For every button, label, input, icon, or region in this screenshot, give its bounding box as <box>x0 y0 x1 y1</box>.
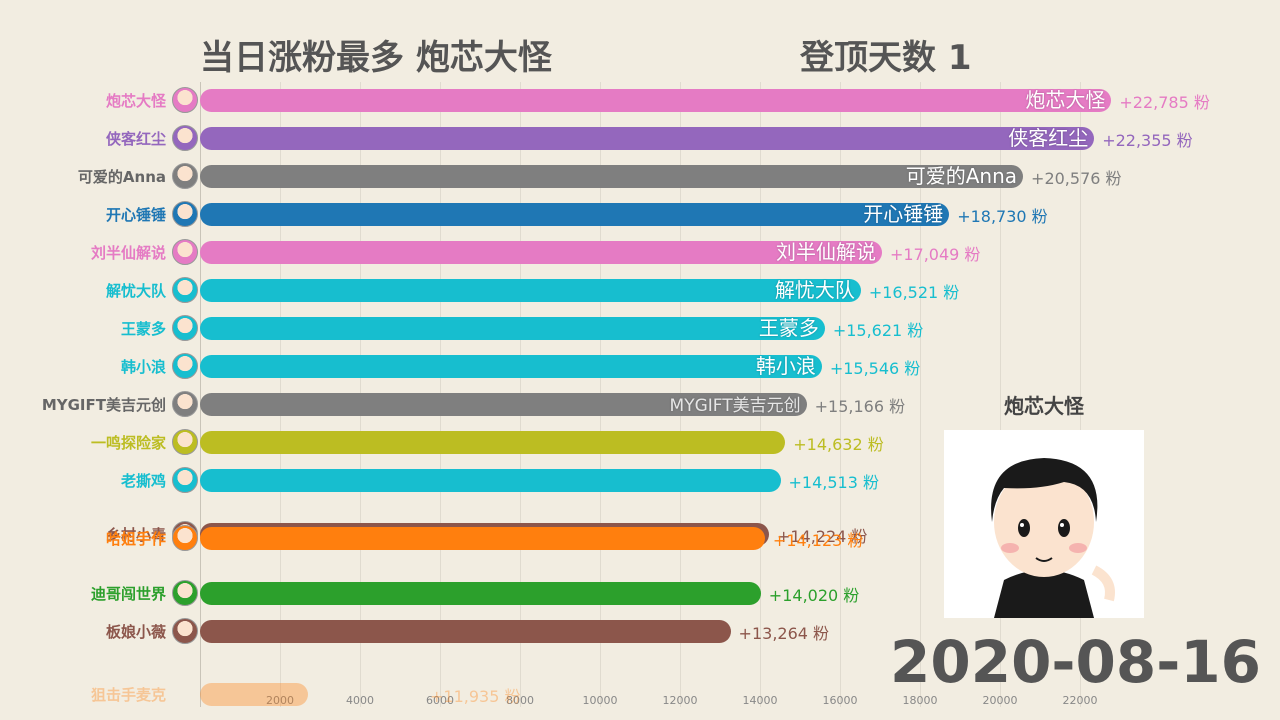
value-label: +14,224 粉 <box>776 527 868 546</box>
category-label: 老撕鸡 <box>120 472 166 490</box>
bar <box>200 203 950 226</box>
category-label: MYGIFT美吉元创 <box>41 396 166 414</box>
bar <box>200 683 308 706</box>
bar <box>200 393 807 416</box>
grid-line <box>1080 82 1081 707</box>
category-label: 狙击手麦克 <box>90 686 166 704</box>
value-label: +22,355 粉 <box>1102 131 1193 150</box>
bar <box>200 89 1112 112</box>
avatar-icon <box>172 580 198 606</box>
x-tick-label: 14000 <box>742 694 778 707</box>
bar <box>200 241 882 264</box>
value-label: +14,632 粉 <box>793 435 884 454</box>
value-label: +15,621 粉 <box>832 321 924 340</box>
bar <box>200 165 1024 188</box>
bar <box>200 431 786 454</box>
value-label: +15,166 粉 <box>814 397 906 416</box>
grid-line <box>1000 82 1001 707</box>
cartoon-boy-avatar-icon <box>991 458 1115 618</box>
grid-line <box>920 82 921 707</box>
bar <box>200 620 731 643</box>
avatar-icon <box>172 201 198 227</box>
avatar-icon <box>172 87 198 113</box>
x-tick-label: 20000 <box>982 694 1018 707</box>
value-label: +13,264 粉 <box>738 624 830 643</box>
category-label: 板娘小薇 <box>105 623 166 641</box>
avatar-icon <box>172 163 198 189</box>
chart-title: 当日涨粉最多 炮芯大怪 <box>200 38 552 78</box>
bar <box>200 127 1095 150</box>
bar-inner-label: 韩小浪 <box>755 354 816 378</box>
x-tick-label: 22000 <box>1062 694 1098 707</box>
avatar-icon <box>172 391 198 417</box>
avatar-icon <box>172 239 198 265</box>
value-label: +14,123 粉 <box>772 531 864 550</box>
value-label: +20,576 粉 <box>1031 169 1122 188</box>
bar-inner-label: 侠客红尘 <box>1008 126 1089 150</box>
bar <box>200 582 761 605</box>
bar-inner-label: MYGIFT美吉元创 <box>669 396 801 416</box>
avatar-icon <box>172 353 198 379</box>
value-label: +17,049 粉 <box>889 245 981 264</box>
y-axis-line <box>200 82 201 707</box>
x-tick-label: 16000 <box>822 694 858 707</box>
bar-inner-label: 解忧大队 <box>774 278 855 302</box>
x-tick-label: 4000 <box>346 694 374 707</box>
bar <box>200 469 781 492</box>
bar <box>200 355 822 378</box>
x-tick-label: 2000 <box>266 694 294 707</box>
x-tick-label: 6000 <box>426 694 454 707</box>
category-label: 刘半仙解说 <box>90 244 166 262</box>
leader-name: 炮芯大怪 <box>1004 394 1084 418</box>
bar-inner-label: 王蒙多 <box>758 316 819 340</box>
bar <box>200 317 825 340</box>
category-label: 炮芯大怪 <box>105 92 166 110</box>
bar-inner-label: 炮芯大怪 <box>1025 88 1106 112</box>
bar <box>200 527 765 550</box>
avatar-icon <box>172 277 198 303</box>
x-tick-label: 12000 <box>662 694 698 707</box>
avatar-icon <box>172 618 198 644</box>
x-tick-label: 8000 <box>506 694 534 707</box>
x-tick-label: 10000 <box>582 694 618 707</box>
avatar-icon <box>172 429 198 455</box>
category-label: 王蒙多 <box>120 320 166 338</box>
grid-line <box>840 82 841 707</box>
value-label: +15,546 粉 <box>829 359 921 378</box>
category-label: 迪哥闯世界 <box>90 585 166 603</box>
avatar-icon <box>172 467 198 493</box>
avatar-icon <box>172 125 198 151</box>
value-label: +14,020 粉 <box>768 586 860 605</box>
bar-inner-label: 可爱的Anna <box>905 164 1018 188</box>
category-label: 哈姐手作 <box>105 530 166 548</box>
value-label: +22,785 粉 <box>1119 93 1210 112</box>
value-label: +18,730 粉 <box>957 207 1048 226</box>
value-label: +11,935 粉 <box>430 687 521 706</box>
category-label: 可爱的Anna <box>77 168 166 186</box>
days-on-top-label: 登顶天数 1 <box>800 38 972 78</box>
avatar-icon <box>172 315 198 341</box>
date-label: 2020-08-16 <box>890 628 1261 696</box>
value-label: +14,513 粉 <box>788 473 879 492</box>
category-label: 侠客红尘 <box>105 130 166 148</box>
category-label: 开心锤锤 <box>105 206 166 224</box>
category-label: 乡村小青 <box>105 526 166 544</box>
avatar-icon <box>172 525 198 551</box>
category-label: 解忧大队 <box>105 282 166 300</box>
value-label: +16,521 粉 <box>868 283 960 302</box>
category-label: 韩小浪 <box>120 358 166 376</box>
x-tick-label: 18000 <box>902 694 938 707</box>
category-label: 一鸣探险家 <box>90 434 166 452</box>
leader-avatar-card <box>944 430 1144 618</box>
bar-inner-label: 开心锤锤 <box>863 202 944 226</box>
bar <box>200 279 861 302</box>
bar-inner-label: 刘半仙解说 <box>775 240 876 264</box>
